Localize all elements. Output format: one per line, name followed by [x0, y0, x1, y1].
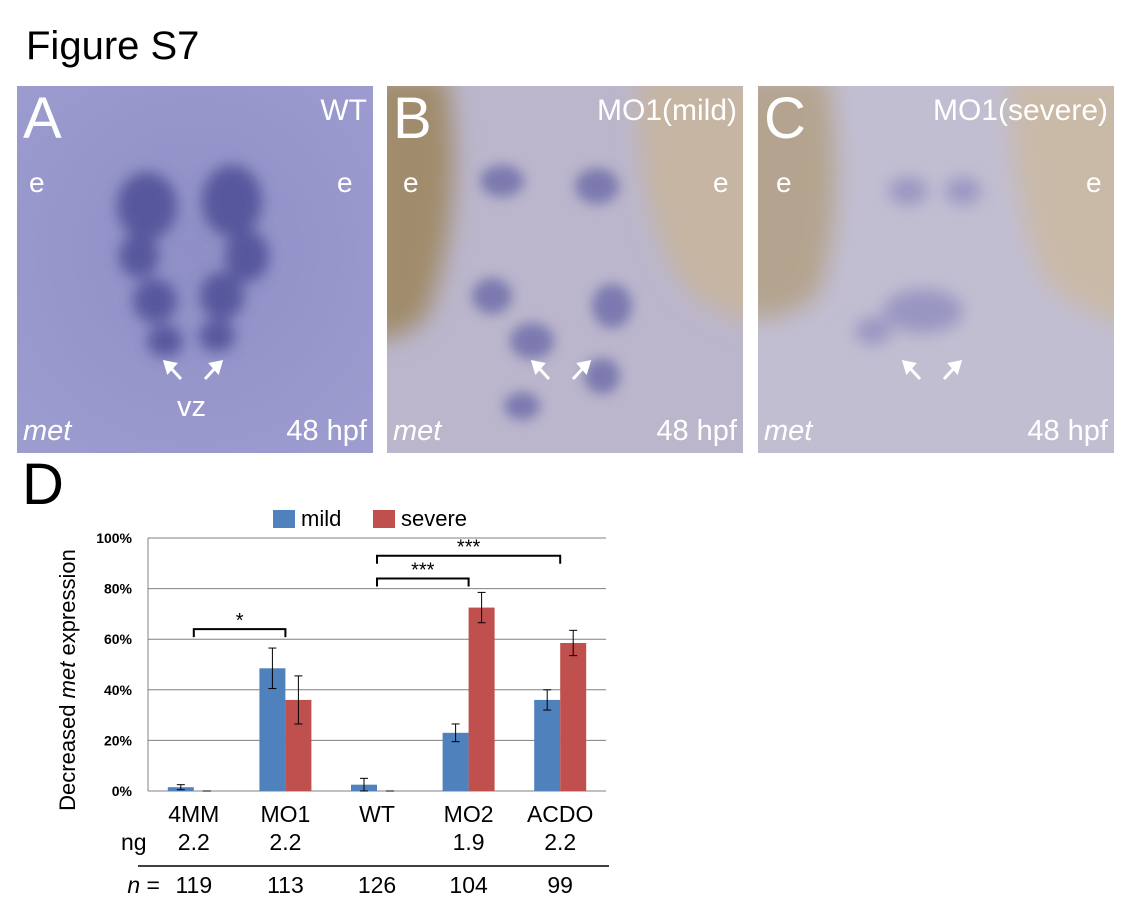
n-value: 113 — [267, 872, 304, 898]
legend-label-mild: mild — [301, 506, 341, 531]
panel-label-a: A — [23, 86, 62, 151]
ng-row-label: ng — [121, 829, 147, 855]
chart-grid — [138, 537, 609, 867]
n-value: 99 — [547, 872, 573, 898]
bar-severe-MO2 — [468, 607, 495, 791]
significance-bracket — [376, 554, 562, 564]
eye-label-right-c: e — [1086, 167, 1102, 198]
bar-mild-4MM — [167, 787, 194, 791]
panel-label-d: D — [22, 452, 64, 517]
y-tick-label: 80% — [104, 581, 133, 597]
bar-mild-ACDO — [534, 699, 561, 791]
significance-label: *** — [457, 537, 481, 559]
eye-label-right-a: e — [337, 167, 353, 198]
category-label: 4MM — [168, 801, 219, 827]
gene-label-c: met — [764, 415, 813, 447]
n-value: 119 — [175, 872, 212, 898]
legend-swatch-severe — [373, 510, 395, 528]
ng-value: 1.9 — [453, 829, 485, 855]
chart-error-bars — [176, 591, 578, 792]
significance-bracket — [192, 628, 287, 638]
micrograph-panel-b: B MO1(mild) e e met 48 hpf — [387, 86, 743, 453]
vz-label: vz — [177, 391, 206, 423]
panel-label-b: B — [393, 86, 432, 151]
figure-title: Figure S7 — [26, 24, 200, 68]
y-tick-label: 20% — [104, 732, 133, 748]
n-value: 126 — [358, 872, 396, 898]
y-tick-label: 0% — [112, 783, 133, 799]
micrograph-image-c — [758, 86, 1114, 453]
eye-label-left-c: e — [776, 167, 792, 198]
gene-label-a: met — [23, 415, 72, 447]
n-value: 104 — [449, 872, 488, 898]
n-symbol: n — [127, 872, 140, 898]
ng-value: 2.2 — [178, 829, 210, 855]
category-label: MO2 — [444, 801, 494, 827]
y-tick-label: 40% — [104, 682, 133, 698]
y-tick-label: 100% — [96, 530, 132, 546]
y-axis-label-part: met — [55, 661, 80, 699]
stage-label-c: 48 hpf — [1027, 415, 1108, 447]
gene-label-b: met — [393, 415, 442, 447]
ng-value: 2.2 — [544, 829, 576, 855]
micrograph-panel-c: C MO1(severe) e e met 48 hpf — [758, 86, 1114, 453]
panel-condition-c: MO1(severe) — [932, 94, 1108, 127]
panel-label-c: C — [764, 86, 806, 151]
y-axis-label-part: Decreased — [55, 698, 80, 811]
bar-mild-MO2 — [442, 732, 469, 791]
chart-bars — [167, 607, 587, 791]
panel-condition-b: MO1(mild) — [597, 94, 737, 127]
n-equals: = — [140, 872, 160, 898]
bar-severe-ACDO — [560, 642, 587, 791]
stage-label-b: 48 hpf — [656, 415, 737, 447]
category-label: MO1 — [260, 801, 310, 827]
eye-label-right-b: e — [713, 167, 729, 198]
eye-label-left-a: e — [29, 167, 45, 198]
bar-mild-WT — [351, 784, 377, 791]
significance-label: *** — [411, 559, 435, 581]
bar-severe-MO1 — [285, 699, 312, 791]
category-label: ACDO — [527, 801, 593, 827]
significance-label: * — [236, 610, 244, 632]
chart-legend: mild severe — [273, 506, 467, 531]
eye-label-left-b: e — [403, 167, 419, 198]
n-row-label: n = — [127, 872, 160, 898]
legend-label-severe: severe — [401, 506, 467, 531]
micrograph-panel-a: A WT e e vz met 48 hpf — [17, 86, 373, 453]
bar-mild-MO1 — [259, 668, 286, 791]
category-label: WT — [359, 801, 395, 827]
chart-significance: ******* — [192, 537, 562, 638]
y-tick-label: 60% — [104, 631, 133, 647]
y-axis-label: Decreased met expression — [55, 549, 80, 811]
stage-label-a: 48 hpf — [286, 415, 367, 447]
chart-text: 0%20%40%60%80%100%4MM2.2119MO12.2113WT12… — [55, 530, 593, 898]
y-axis-label-part: expression — [55, 549, 80, 662]
micrograph-image-a — [17, 86, 373, 453]
ng-value: 2.2 — [269, 829, 301, 855]
legend-swatch-mild — [273, 510, 295, 528]
micrograph-image-b — [387, 86, 743, 453]
panel-condition-a: WT — [320, 94, 367, 127]
significance-bracket — [376, 577, 470, 587]
